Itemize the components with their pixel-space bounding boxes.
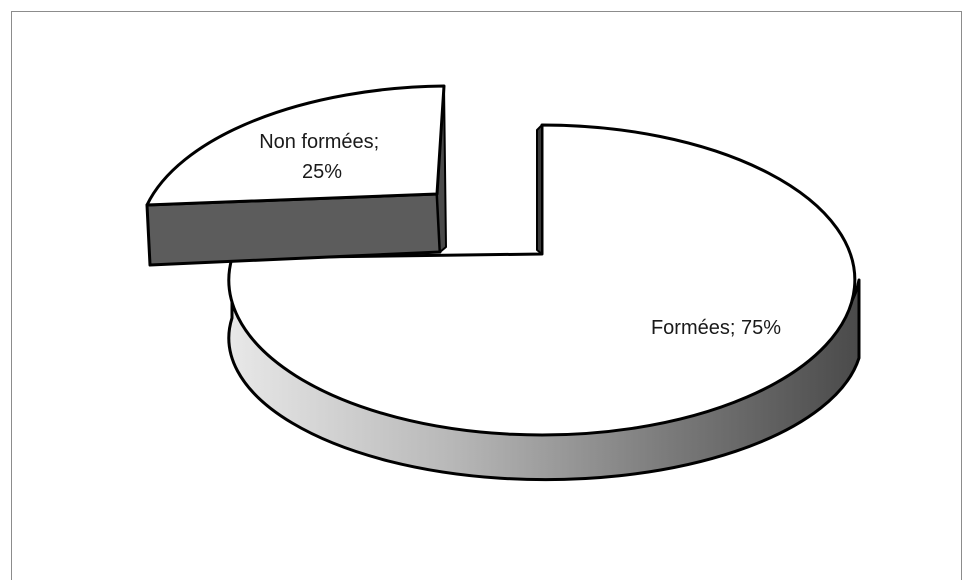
pie-slice-non-formees-top bbox=[145, 84, 446, 207]
pie-slice-formees-top bbox=[227, 123, 857, 437]
pie-label-formees: Formées; 75% bbox=[651, 317, 781, 339]
pie-slice-formees-cut-edge bbox=[536, 124, 543, 255]
pie-slice-formees: Formées; 75% bbox=[227, 123, 861, 482]
pie-label-non-formees-line1: Non formées; bbox=[259, 131, 379, 153]
pie-label-non-formees-line2: 25% bbox=[302, 161, 342, 183]
pie-slice-non-formees: Non formées; 25% bbox=[145, 84, 447, 267]
pie-label-bg-formees bbox=[632, 310, 800, 342]
pie-label-non-formees: Non formées; 25% bbox=[259, 131, 385, 183]
